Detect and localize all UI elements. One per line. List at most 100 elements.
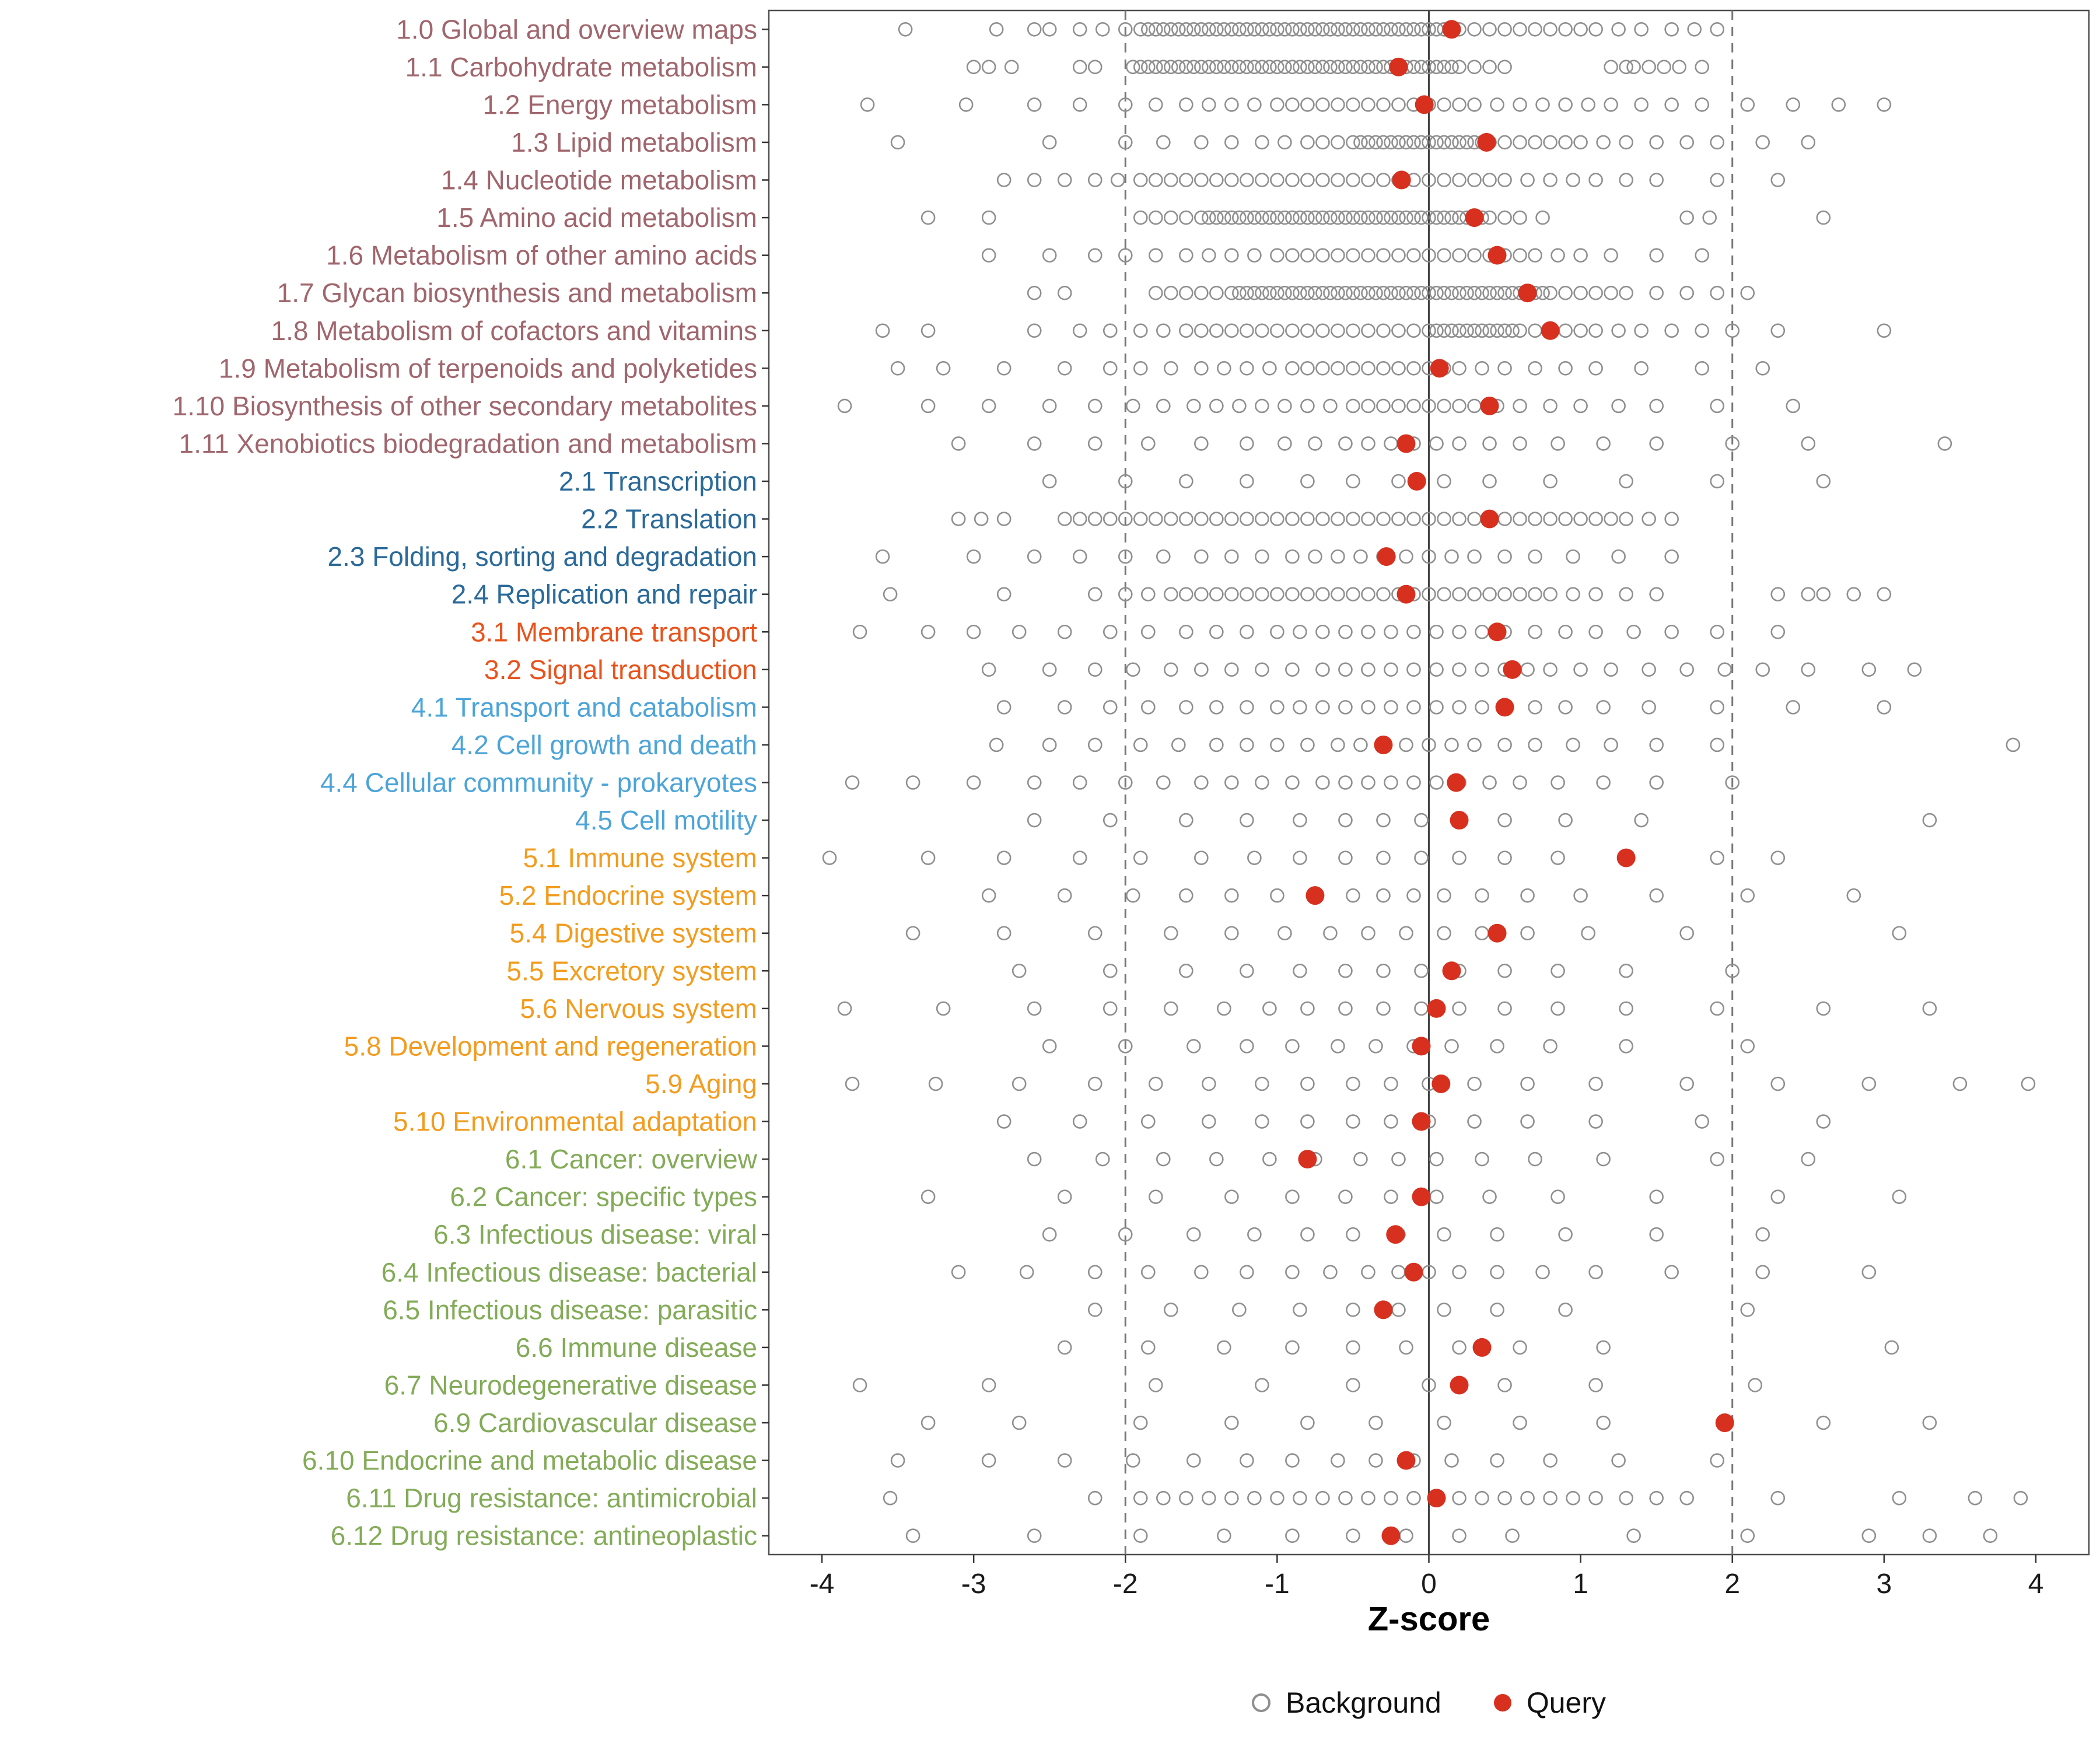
- query-point: [1396, 1451, 1416, 1470]
- query-point: [1488, 246, 1507, 265]
- background-point: [1308, 285, 1322, 300]
- background-point: [1550, 248, 1565, 262]
- background-point: [1346, 285, 1360, 300]
- background-point: [1452, 361, 1466, 376]
- background-point: [1770, 850, 1786, 865]
- background-point: [1543, 512, 1558, 526]
- background-point: [1558, 97, 1573, 112]
- background-point: [1315, 775, 1330, 790]
- background-point: [1452, 512, 1466, 526]
- background-point: [1543, 22, 1558, 37]
- background-point: [928, 1076, 943, 1091]
- background-point: [1558, 813, 1573, 828]
- background-point: [1922, 1415, 1937, 1430]
- background-point: [1664, 97, 1679, 112]
- background-point: [1278, 210, 1292, 225]
- background-point: [1513, 135, 1527, 150]
- background-point: [1262, 210, 1277, 225]
- background-point: [1285, 1265, 1300, 1280]
- background-point: [1300, 22, 1315, 37]
- background-point: [1384, 700, 1398, 715]
- background-point: [1148, 210, 1163, 225]
- background-point: [1285, 361, 1300, 376]
- background-point: [1384, 1189, 1398, 1204]
- background-point: [1331, 1039, 1345, 1054]
- background-point: [1194, 549, 1209, 564]
- background-point: [1497, 1490, 1512, 1506]
- background-point: [1353, 210, 1368, 225]
- background-point: [1877, 323, 1892, 338]
- background-point: [1399, 285, 1413, 300]
- query-point: [1298, 1150, 1317, 1169]
- background-point: [1740, 1039, 1755, 1054]
- background-point: [883, 587, 898, 601]
- background-point: [1361, 173, 1376, 187]
- background-point: [1376, 964, 1391, 978]
- background-point: [1770, 587, 1786, 601]
- background-point: [1482, 587, 1497, 601]
- background-point: [1300, 1114, 1315, 1129]
- background-point: [1452, 1528, 1466, 1544]
- background-point: [1452, 1001, 1466, 1016]
- background-point: [1361, 285, 1376, 300]
- category-label: 2.4 Replication and repair: [452, 579, 757, 610]
- background-point: [1550, 850, 1565, 865]
- background-point: [1513, 512, 1527, 526]
- background-point: [1240, 624, 1254, 639]
- background-point: [1649, 173, 1664, 187]
- query-point: [1427, 1489, 1446, 1508]
- background-point: [966, 60, 981, 75]
- background-point: [1717, 662, 1732, 677]
- background-point: [1710, 173, 1725, 187]
- background-point: [1118, 1039, 1133, 1054]
- background-point: [921, 850, 936, 865]
- background-point: [1148, 1189, 1163, 1204]
- background-point: [1331, 135, 1345, 150]
- background-point: [1543, 135, 1558, 150]
- background-point: [1376, 97, 1391, 112]
- background-point: [1125, 662, 1140, 677]
- background-point: [1437, 926, 1451, 941]
- background-point: [1497, 323, 1512, 338]
- background-point: [1315, 361, 1330, 376]
- background-point: [1937, 436, 1952, 451]
- background-point: [1649, 436, 1664, 451]
- background-point: [1634, 361, 1648, 376]
- background-point: [1262, 361, 1277, 376]
- background-point: [1140, 60, 1156, 75]
- background-point: [1846, 587, 1861, 601]
- background-point: [1346, 1303, 1360, 1317]
- background-point: [1497, 60, 1512, 75]
- background-point: [1664, 1265, 1679, 1280]
- background-point: [1406, 775, 1421, 790]
- background-point: [1255, 398, 1269, 414]
- background-point: [1072, 97, 1087, 112]
- background-point: [1444, 1453, 1459, 1468]
- query-point: [1616, 848, 1636, 867]
- background-point: [1399, 737, 1413, 752]
- background-point: [1611, 323, 1626, 338]
- background-point: [1331, 587, 1345, 601]
- background-point: [1801, 1152, 1816, 1167]
- background-point: [883, 1490, 898, 1506]
- background-point: [1179, 512, 1194, 526]
- background-point: [1604, 285, 1618, 300]
- background-point: [1384, 285, 1398, 300]
- legend: Background Query: [769, 1686, 2089, 1720]
- background-point: [1588, 285, 1603, 300]
- background-point: [1391, 474, 1406, 489]
- background-point: [1300, 512, 1315, 526]
- background-point: [1270, 624, 1284, 639]
- background-point: [1240, 964, 1254, 978]
- background-point: [1406, 248, 1421, 262]
- background-point: [1475, 285, 1489, 300]
- query-point: [1396, 434, 1416, 453]
- background-point: [1414, 285, 1429, 300]
- background-point: [1467, 248, 1482, 262]
- background-point: [1072, 549, 1087, 564]
- background-point: [1285, 285, 1300, 300]
- background-point: [1338, 662, 1353, 677]
- category-label: 1.8 Metabolism of cofactors and vitamins: [271, 316, 757, 346]
- background-point: [1202, 22, 1216, 37]
